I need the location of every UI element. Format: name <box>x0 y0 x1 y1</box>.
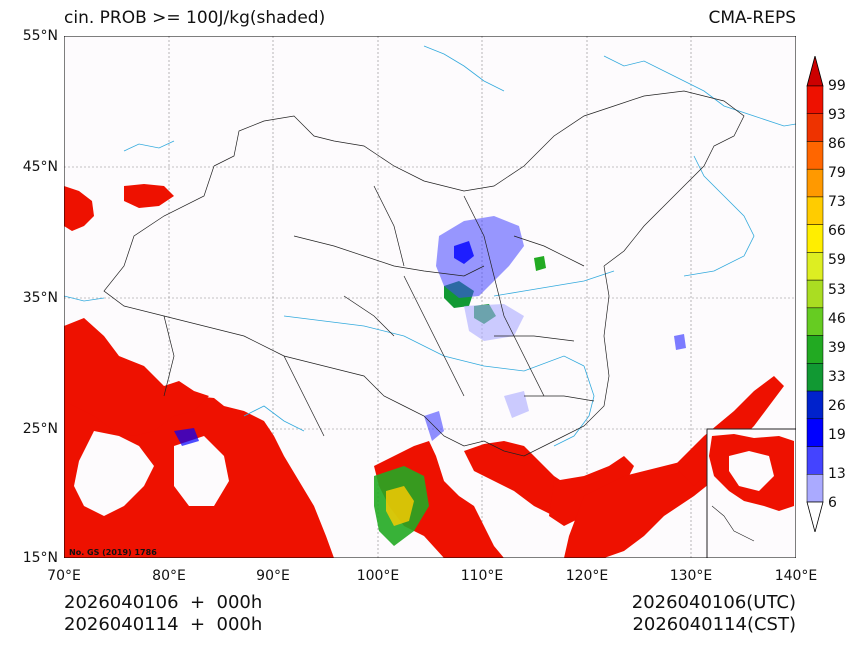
colorbar-cell <box>806 279 824 309</box>
map-frame <box>64 36 796 558</box>
lon-tick-80: 80°E <box>152 568 186 584</box>
colorbar-cell <box>806 196 824 225</box>
lon-tick-110: 110°E <box>460 568 504 584</box>
colorbar-label-19: 19 <box>828 427 846 443</box>
valid-time-cst: 2026040114(CST) <box>632 614 796 635</box>
lat-tick-45: 45°N <box>22 159 58 175</box>
lon-tick-70: 70°E <box>47 568 81 584</box>
map-title: cin. PROB >= 100J/kg(shaded) <box>64 8 326 28</box>
inset-map <box>706 428 796 558</box>
init-time-utc: 2026040106 + 000h <box>64 592 263 613</box>
valid-time-utc: 2026040106(UTC) <box>631 592 796 613</box>
colorbar-label-93: 93 <box>828 107 846 123</box>
colorbar-label-86: 86 <box>828 136 846 152</box>
colorbar-bottom-arrow <box>806 501 824 532</box>
colorbar-label-39: 39 <box>828 340 846 356</box>
lat-tick-55: 55°N <box>22 28 58 44</box>
map-canvas <box>64 36 796 558</box>
colorbar-label-53: 53 <box>828 282 846 298</box>
colorbar-cells <box>806 85 824 503</box>
lat-tick-25: 25°N <box>22 421 58 437</box>
high-prob-regions <box>64 184 784 558</box>
lat-tick-35: 35°N <box>22 290 58 306</box>
colorbar-cell <box>806 446 824 475</box>
lat-tick-15: 15°N <box>22 550 58 566</box>
colorbar-cell <box>806 113 824 142</box>
colorbar-label-13: 13 <box>828 466 846 482</box>
footer-valid-times: 2026040106(UTC) 2026040114(CST) <box>632 592 796 636</box>
colorbar-label-46: 46 <box>828 311 846 327</box>
colorbar-label-79: 79 <box>828 165 846 181</box>
colorbar-cell <box>806 363 824 392</box>
colorbar-cell <box>806 418 824 447</box>
colorbar-cell <box>806 224 824 253</box>
borders <box>103 90 745 457</box>
lon-tick-120: 120°E <box>565 568 609 584</box>
colorbar-top-arrow <box>806 56 824 87</box>
colorbar-cell <box>806 141 824 170</box>
colorbar-cell <box>806 335 824 364</box>
colorbar-cell <box>806 474 824 503</box>
colorbar <box>806 56 824 532</box>
graticule <box>64 36 796 558</box>
low-prob-regions <box>174 216 686 446</box>
colorbar-cell <box>806 252 824 281</box>
colorbar-label-59: 59 <box>828 252 846 268</box>
lon-tick-130: 130°E <box>669 568 713 584</box>
colorbar-cell <box>806 85 824 114</box>
lon-tick-100: 100°E <box>356 568 400 584</box>
lon-tick-90: 90°E <box>256 568 290 584</box>
colorbar-label-66: 66 <box>828 223 846 239</box>
gs-note: No. GS (2019) 1786 <box>69 548 157 557</box>
colorbar-label-73: 73 <box>828 194 846 210</box>
init-time-cst: 2026040114 + 000h <box>64 614 263 635</box>
colorbar-cell <box>806 168 824 198</box>
footer-init-times: 2026040106 + 000h 2026040114 + 000h <box>64 592 262 636</box>
colorbar-cell <box>806 307 824 336</box>
lon-tick-140: 140°E <box>774 568 818 584</box>
model-name: CMA-REPS <box>708 8 796 28</box>
colorbar-label-26: 26 <box>828 398 846 414</box>
colorbar-cell <box>806 390 824 420</box>
colorbar-label-99: 99 <box>828 78 846 94</box>
colorbar-label-33: 33 <box>828 369 846 385</box>
colorbar-label-6: 6 <box>828 495 837 511</box>
